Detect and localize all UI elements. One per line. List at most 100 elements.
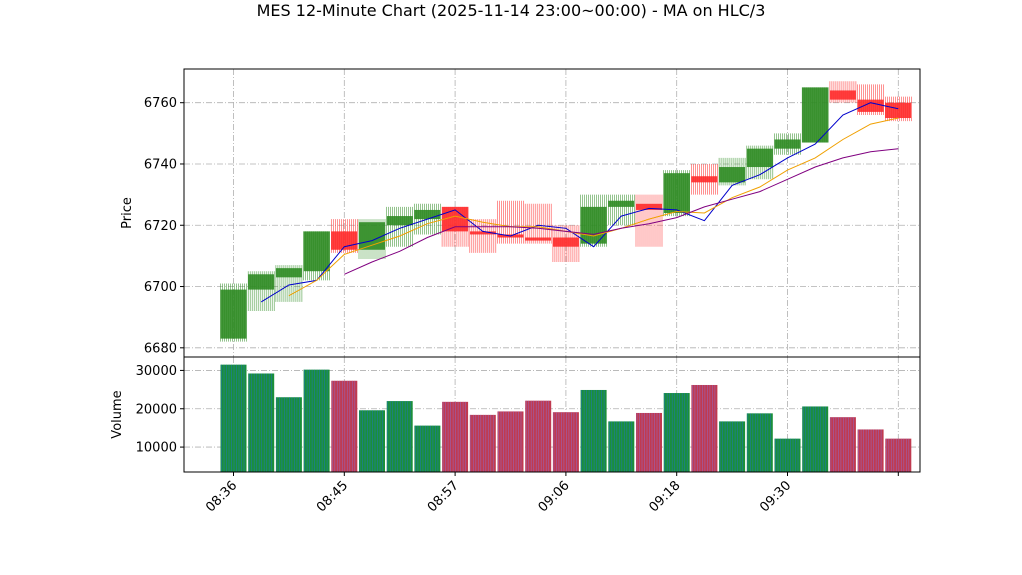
price-y-tick-label: 6720 bbox=[144, 219, 177, 234]
volume-panel: 10000 20000 30000 Volume bbox=[110, 356, 921, 473]
candle bbox=[247, 271, 275, 312]
volume-bar-fill bbox=[719, 421, 746, 472]
candle-body bbox=[885, 102, 912, 119]
volume-frame bbox=[183, 356, 921, 473]
volume-bar bbox=[802, 406, 829, 472]
candle-body bbox=[442, 206, 469, 232]
candle-body bbox=[829, 90, 856, 100]
candle bbox=[635, 194, 663, 247]
candle bbox=[552, 225, 580, 263]
candle-body bbox=[636, 203, 662, 210]
volume-y-tick-label: 10000 bbox=[136, 441, 177, 456]
volume-bar bbox=[469, 414, 496, 472]
volume-bar-fill bbox=[525, 400, 552, 472]
candle-body bbox=[220, 289, 247, 339]
volume-bar-fill bbox=[414, 425, 441, 472]
candle-body bbox=[746, 148, 773, 168]
price-plot-area bbox=[184, 69, 920, 357]
volume-bar-fill bbox=[885, 438, 912, 472]
volume-bar bbox=[691, 384, 718, 472]
ma_fast-line bbox=[260, 102, 899, 303]
ma_slow-line bbox=[344, 148, 899, 275]
candle-body bbox=[774, 139, 801, 149]
volume-y-axis-label: Volume bbox=[110, 390, 125, 438]
volume-bar-fill bbox=[442, 401, 469, 472]
x-axis: 08:36 08:45 08:57 09:06 09:18 09:30 bbox=[203, 472, 899, 515]
volume-bar bbox=[552, 412, 579, 472]
volume-bar bbox=[746, 413, 773, 472]
candle-body bbox=[303, 231, 330, 272]
volume-bar-fill bbox=[359, 410, 385, 472]
volume-bar-fill bbox=[663, 393, 690, 472]
candle bbox=[718, 157, 746, 186]
volume-bar-fill bbox=[857, 429, 884, 472]
price-panel: 6680 6700 6720 6740 6760 Price bbox=[120, 68, 921, 358]
volume-bar bbox=[331, 380, 358, 472]
candle-body bbox=[691, 176, 718, 183]
volume-bar bbox=[248, 373, 275, 472]
volume-bar bbox=[414, 425, 441, 472]
volume-bar-fill bbox=[774, 438, 801, 472]
price-y-tick-label: 6700 bbox=[144, 280, 177, 295]
volume-bar bbox=[663, 393, 690, 472]
x-tick-label: 09:18 bbox=[646, 478, 683, 515]
volume-bar-fill bbox=[469, 414, 496, 472]
volume-bar-fill bbox=[220, 364, 247, 472]
price-y-tick-label: 6680 bbox=[144, 341, 177, 356]
volume-bar bbox=[608, 421, 635, 472]
volume-bar-fill bbox=[580, 389, 607, 472]
candle bbox=[746, 145, 774, 180]
candle-body bbox=[552, 237, 579, 247]
candle bbox=[524, 203, 552, 244]
x-tick-label: 09:30 bbox=[757, 478, 794, 515]
candle-body bbox=[719, 167, 746, 183]
candle-body bbox=[275, 268, 302, 278]
volume-bar-fill bbox=[303, 369, 330, 472]
volume-bar-fill bbox=[746, 413, 773, 472]
candle bbox=[303, 231, 330, 281]
volume-bar bbox=[580, 389, 607, 472]
x-tick-label: 08:45 bbox=[314, 478, 351, 515]
volume-y-tick-label: 20000 bbox=[136, 402, 177, 417]
candle-body bbox=[414, 209, 441, 220]
candle bbox=[663, 170, 691, 217]
volume-bar-fill bbox=[386, 401, 413, 472]
x-tick-label: 08:36 bbox=[203, 478, 240, 515]
volume-bar-fill bbox=[331, 380, 358, 472]
volume-bar-fill bbox=[248, 373, 275, 472]
candle bbox=[829, 81, 857, 103]
volume-bar bbox=[220, 364, 247, 472]
candle-body bbox=[469, 231, 496, 235]
volume-bar-fill bbox=[691, 384, 718, 472]
candle bbox=[801, 87, 829, 143]
volume-bar-fill bbox=[829, 417, 856, 472]
volume-bar bbox=[636, 412, 662, 472]
volume-bar bbox=[497, 411, 524, 472]
candle bbox=[607, 194, 635, 226]
candle bbox=[691, 163, 718, 195]
volume-bar-fill bbox=[608, 421, 635, 472]
volume-bar bbox=[525, 400, 552, 472]
ma_mid-line bbox=[288, 117, 899, 297]
candle-body bbox=[248, 274, 275, 290]
volume-bar-fill bbox=[636, 412, 662, 472]
volume-bar bbox=[829, 417, 856, 472]
volume-bar bbox=[857, 429, 884, 472]
candle-body bbox=[386, 216, 413, 226]
volume-bar bbox=[885, 438, 912, 472]
candle-body bbox=[525, 237, 552, 241]
volume-bar bbox=[275, 397, 302, 472]
price-y-tick-label: 6760 bbox=[144, 96, 177, 111]
candle-body bbox=[608, 200, 635, 207]
candle-body bbox=[663, 173, 690, 213]
price-y-axis-label: Price bbox=[120, 197, 135, 229]
candle-body bbox=[857, 99, 884, 112]
volume-bar-fill bbox=[275, 397, 302, 472]
candle bbox=[884, 96, 912, 122]
x-tick-label: 09:06 bbox=[536, 478, 573, 515]
candle bbox=[497, 200, 524, 244]
volume-bar bbox=[303, 369, 330, 472]
chart-title: MES 12-Minute Chart (2025-11-14 23:00~00… bbox=[257, 1, 766, 20]
